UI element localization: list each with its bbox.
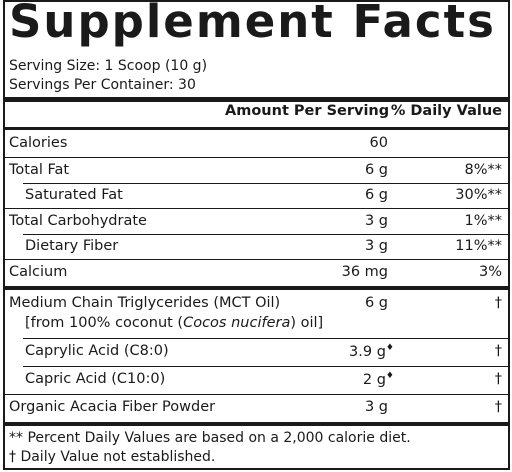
row-divider [5,394,508,395]
nutrient-name: Calories [9,135,68,151]
nutrient-dv: † [494,399,502,415]
row-divider [23,338,508,339]
nutrient-amount: 3.9 g♦ [349,343,394,360]
nutrient-dv: 11%** [455,238,502,254]
nutrient-amount: 3 g [364,399,388,415]
row-divider [5,259,508,260]
nutrient-dv: 1%** [464,213,502,229]
panel-title: Supplement Facts [9,0,496,48]
source-species: Cocos nucifera [183,315,291,331]
thick-divider-top [5,97,508,102]
nutrient-dv: 30%** [455,187,502,203]
servings-per-container: Servings Per Container: 30 [9,77,196,93]
row-divider [23,366,508,367]
nutrient-amount: 60 [369,135,388,151]
nutrient-amount: 6 g [364,295,388,311]
nutrient-name: Total Carbohydrate [9,213,147,229]
nutrient-name: Caprylic Acid (C8:0) [25,343,169,359]
header-daily-value: % Daily Value [390,103,502,119]
diamond-mark: ♦ [385,343,394,353]
nutrient-name: Total Fat [9,162,70,178]
row-divider [23,234,508,235]
source-note: [from 100% coconut (Cocos nucifera) oil] [25,315,323,331]
diamond-mark: ♦ [385,371,394,381]
nutrient-name: Dietary Fiber [25,238,119,254]
nutrient-name: Medium Chain Triglycerides (MCT Oil) [9,295,281,311]
nutrient-amount: 6 g [364,187,388,203]
nutrient-amount: 3 g [364,213,388,229]
nutrient-dv: † [494,343,502,359]
nutrient-dv: 3% [478,264,502,280]
source-text: [from 100% coconut ( [25,315,184,331]
footnote-not-established: † Daily Value not established. [9,449,216,465]
thick-divider-bottom [5,422,508,426]
nutrient-amount: 6 g [364,162,388,178]
source-text-end: ) oil] [290,315,324,331]
thick-divider-middle [5,286,508,290]
nutrient-name: Capric Acid (C10:0) [25,371,166,387]
supplement-facts-panel: Supplement Facts Serving Size: 1 Scoop (… [3,0,510,470]
footnote-daily-values: ** Percent Daily Values are based on a 2… [9,430,411,446]
row-divider [23,183,508,184]
nutrient-amount: 2 g♦ [363,371,394,388]
nutrient-dv: † [494,371,502,387]
amount-value: 2 g [362,371,386,388]
divider-under-header [5,127,508,130]
nutrient-name: Organic Acacia Fiber Powder [9,399,216,415]
header-amount-per-serving: Amount Per Serving [225,103,390,119]
nutrient-dv: 8%** [464,162,502,178]
nutrient-amount: 3 g [364,238,388,254]
amount-value: 3.9 g [349,343,386,360]
nutrient-name: Calcium [9,264,68,280]
nutrient-amount: 36 mg [341,264,388,280]
nutrient-name: Saturated Fat [25,187,123,203]
row-divider [5,157,508,158]
serving-size: Serving Size: 1 Scoop (10 g) [9,58,208,74]
row-divider [5,208,508,209]
nutrient-dv: † [494,295,502,311]
